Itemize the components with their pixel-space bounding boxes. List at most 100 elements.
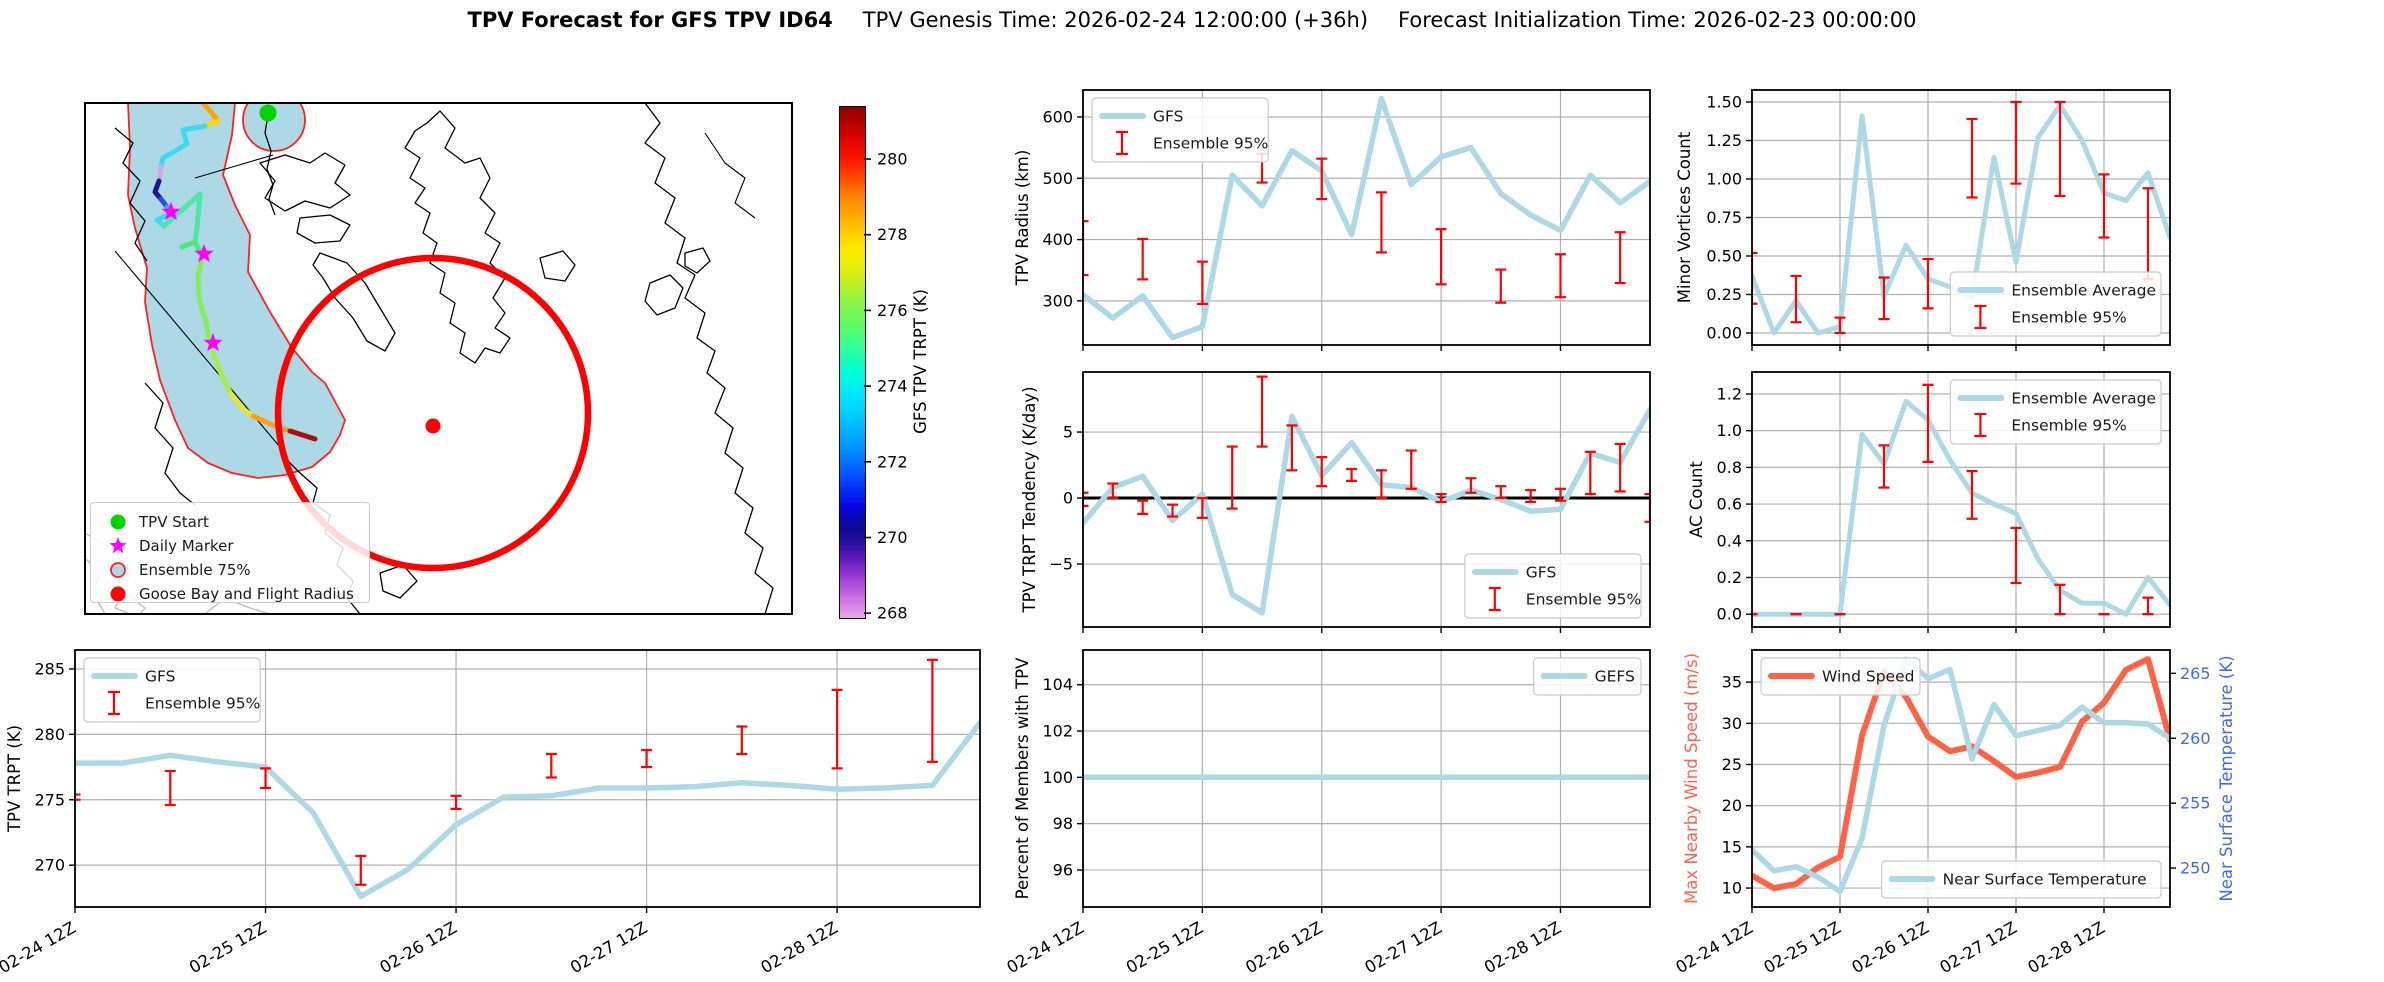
ytick-label: 5 (1063, 423, 1073, 442)
coast-ellesmere (259, 152, 351, 212)
coast-uk (644, 274, 684, 316)
legend-label: Ensemble 95% (1153, 135, 1268, 153)
xtick-label: 02-28 12Z (2024, 918, 2108, 977)
map-border (84, 102, 793, 615)
legend: Wind Speed (1760, 657, 1921, 696)
ytick-label: 400 (1042, 230, 1073, 249)
coast-devon (296, 214, 351, 244)
coast-baffin (312, 252, 396, 352)
ytick-label: 600 (1042, 107, 1073, 126)
y2tick-label: 250 (2180, 859, 2211, 878)
ylabel: TPV Radius (km) (1013, 150, 1032, 287)
y2tick-label: 265 (2180, 664, 2211, 683)
ytick-label: 0.25 (1706, 285, 1742, 304)
figure-title: TPV Forecast for GFS TPV ID64 TPV Genesi… (0, 8, 2384, 32)
map-legend-item: Daily Marker (91, 534, 369, 558)
map-legend-marker (110, 514, 126, 530)
ytick-label: 15 (1722, 837, 1742, 856)
ylabel: TPV TRPT (K) (5, 725, 24, 833)
ylabel: TPV TRPT Tendency (K/day) (1020, 386, 1039, 613)
xtick-label: 02-24 12Z (1003, 918, 1087, 977)
ytick-label: 0.00 (1706, 323, 1742, 342)
ytick-label: 25 (1722, 755, 1742, 774)
ytick-label: 0.2 (1717, 568, 1742, 587)
y2tick-label: 260 (2180, 729, 2211, 748)
track-segment (206, 336, 234, 397)
border-scandinavia (704, 132, 756, 219)
y2label: Near Surface Temperature (K) (2217, 655, 2236, 901)
xtick-label: 02-26 12Z (377, 918, 461, 977)
ytick-label: 300 (1042, 291, 1073, 310)
errorbar-layer (1752, 383, 2154, 616)
legend-label: GFS (145, 668, 176, 686)
ytick-label: 1.50 (1706, 93, 1742, 112)
xtick-label: 02-25 12Z (1123, 918, 1207, 977)
ytick-label: 0.8 (1717, 458, 1742, 477)
colorbar-tick-label: 272 (877, 452, 908, 471)
track-segment (287, 428, 318, 442)
errorbar-layer (1083, 152, 1626, 306)
ylabel: Max Nearby Wind Speed (m/s) (1682, 653, 1701, 904)
coast-uk-north (684, 247, 711, 274)
errorbar-layer (1752, 100, 2154, 335)
map-legend-label: Daily Marker (139, 537, 234, 555)
ytick-label: 30 (1722, 714, 1742, 733)
coast-newfoundland (379, 564, 418, 599)
map-legend-marker (110, 562, 126, 578)
ytick-label: 0.6 (1717, 495, 1742, 514)
ytick-label: 500 (1042, 169, 1073, 188)
axes-border (1751, 371, 2171, 628)
map-markers-layer (161, 104, 592, 572)
track-segment (158, 123, 208, 170)
series-wind-speed (1752, 656, 2170, 892)
flight-radius-circle (274, 254, 592, 572)
y2tick-label: 255 (2180, 794, 2211, 813)
colorbar-tick-label: 278 (877, 225, 908, 244)
ensemble-region-layer (127, 103, 346, 479)
legend-label: GEFS (1595, 668, 1635, 686)
legend-label: GFS (1526, 564, 1557, 582)
coast-northwest (114, 127, 148, 262)
series-gfs (1083, 95, 1650, 341)
errorbar-layer (1083, 375, 1650, 523)
map-legend-label: TPV Start (139, 513, 209, 531)
ytick-label: 0.50 (1706, 246, 1742, 265)
ytick-label: 10 (1722, 879, 1742, 898)
legend-circle-edge-icon (110, 562, 126, 578)
legend: Near Surface Temperature (1881, 860, 2162, 899)
colorbar-tick-label: 274 (877, 377, 908, 396)
legend: GFS Ensemble 95% (1091, 97, 1269, 163)
colorbar-axis: 268 270 272 274 276 278 280 GFS TPV TRPT (K) (864, 149, 930, 623)
legend-label: Ensemble 95% (2011, 417, 2126, 435)
coast-mainland-west (144, 382, 196, 506)
chart-minor-vortices: 0.00 0.25 0.50 0.75 1.00 1.25 1.50 Minor Vortic… (1675, 89, 2171, 351)
border-line-a (194, 154, 274, 179)
track-segment (161, 191, 203, 245)
xtick-label: 02-28 12Z (758, 918, 842, 977)
xtick-label: 02-27 12Z (1936, 918, 2020, 977)
map-legend-marker (109, 537, 127, 554)
track-segment (200, 103, 221, 124)
legend-label: Ensemble 95% (145, 695, 260, 713)
ytick-label: 1.00 (1706, 170, 1742, 189)
ytick-label: 1.2 (1717, 385, 1742, 404)
ytick-label: 0.4 (1717, 531, 1742, 550)
daily-marker-star (194, 244, 214, 263)
errorbar-layer (75, 658, 938, 886)
title-main: TPV Forecast for GFS TPV ID64 (467, 8, 833, 32)
chart-tpv-trpt: 270 275 280 285 02-24 12Z 02-25 12Z 02-26 12Z 0… (0, 649, 981, 977)
chart-ac-count: 0.0 0.2 0.4 0.6 0.8 1.0 1.2 AC Count Ensemble Av… (1687, 371, 2171, 633)
legend: GFS Ensemble 95% (83, 657, 261, 723)
ylabel: Minor Vortices Count (1675, 131, 1694, 303)
ylabel: AC Count (1687, 461, 1706, 538)
ytick-label: 98 (1053, 814, 1073, 833)
xtick-label: 02-28 12Z (1481, 918, 1565, 977)
axes-border (1082, 649, 1651, 908)
coast-us-3 (204, 597, 271, 614)
legend-label: Ensemble 95% (1526, 591, 1641, 609)
map-legend-marker (110, 586, 126, 602)
axes-border (74, 649, 981, 908)
axes-border (1082, 89, 1651, 346)
ytick-label: 1.0 (1717, 421, 1742, 440)
